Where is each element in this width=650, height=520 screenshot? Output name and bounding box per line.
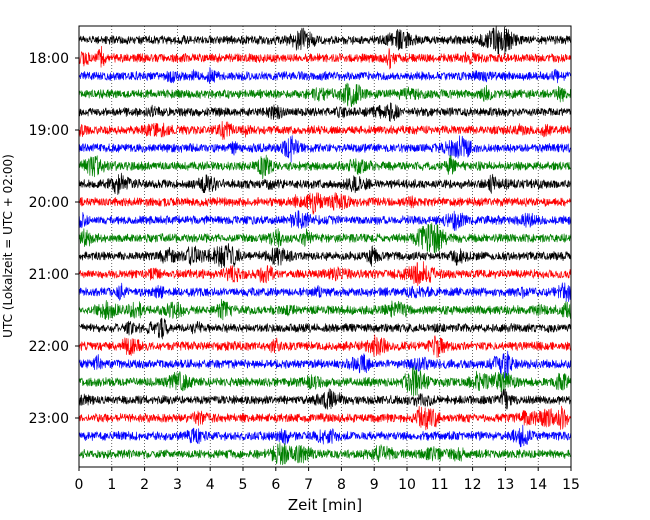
- trace-8: [78, 172, 572, 195]
- trace-21: [78, 405, 572, 431]
- trace-17: [78, 334, 572, 358]
- trace-3: [78, 82, 572, 108]
- trace-14: [78, 282, 572, 302]
- trace-16: [78, 317, 572, 340]
- trace-7: [78, 154, 572, 180]
- trace-2: [78, 67, 572, 84]
- trace-12: [78, 243, 572, 269]
- x-tick-label-12: 12: [464, 477, 482, 493]
- trace-19: [78, 366, 572, 397]
- plot-area-background: [79, 26, 571, 467]
- trace-0: [78, 25, 571, 56]
- x-tick-label-1: 1: [107, 477, 116, 493]
- trace-6: [78, 135, 572, 163]
- trace-9: [78, 192, 572, 215]
- trace-13: [78, 261, 572, 287]
- x-axis: 0 1 2 3 4 5 6 7 8 9 10 11 12 13 14 15: [75, 467, 580, 493]
- x-tick-label-2: 2: [140, 477, 149, 493]
- x-tick-label-4: 4: [206, 477, 215, 493]
- x-tick-label-9: 9: [370, 477, 379, 493]
- trace-4: [78, 102, 572, 122]
- trace-15: [78, 298, 572, 321]
- x-tick-label-8: 8: [337, 477, 346, 493]
- x-tick-label-15: 15: [562, 477, 580, 493]
- x-axis-title: Zeit [min]: [288, 496, 362, 514]
- x-tick-label-7: 7: [304, 477, 313, 493]
- x-tick-label-14: 14: [529, 477, 547, 493]
- trace-1: [78, 45, 572, 70]
- trace-18: [78, 350, 571, 379]
- x-tick-label-6: 6: [271, 477, 280, 493]
- trace-20: [78, 388, 571, 410]
- trace-22: [78, 424, 572, 448]
- plot-frame: [78, 25, 572, 468]
- y-tick-label-4: 22:00: [29, 339, 69, 355]
- y-axis: 18:00 19:00 20:00 21:00 22:00 23:00: [29, 51, 79, 427]
- y-tick-label-0: 18:00: [29, 51, 69, 67]
- trace-23: [78, 442, 571, 466]
- x-tick-label-10: 10: [398, 477, 416, 493]
- x-tick-label-13: 13: [496, 477, 514, 493]
- y-tick-label-3: 21:00: [29, 267, 69, 283]
- seismic-traces: [78, 25, 572, 466]
- trace-5: [78, 120, 572, 140]
- x-tick-label-0: 0: [75, 477, 84, 493]
- trace-11: [78, 222, 572, 254]
- y-tick-label-2: 20:00: [29, 195, 69, 211]
- y-axis-title: UTC (Lokalzeit = UTC + 02:00): [1, 154, 15, 338]
- x-tick-label-11: 11: [431, 477, 449, 493]
- x-tick-label-5: 5: [239, 477, 248, 493]
- y-tick-label-5: 23:00: [29, 411, 69, 427]
- trace-10: [78, 210, 572, 232]
- x-tick-label-3: 3: [173, 477, 182, 493]
- y-tick-label-1: 19:00: [29, 123, 69, 139]
